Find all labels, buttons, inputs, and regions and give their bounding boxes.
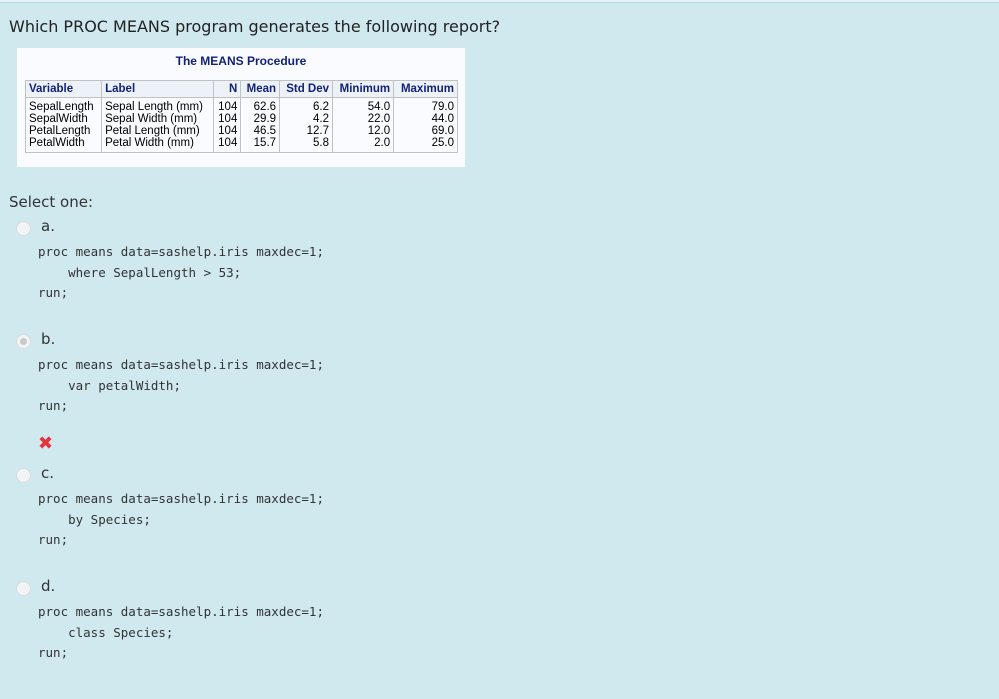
option-code-line: proc means data=sashelp.iris maxdec=1; bbox=[38, 491, 324, 506]
option-code-line: where SepalLength > 53; bbox=[38, 264, 242, 280]
table-cell: 104 bbox=[212, 137, 241, 153]
option-code-line: run; bbox=[38, 532, 69, 547]
option-radio-c[interactable] bbox=[16, 468, 31, 483]
question-text: Which PROC MEANS program generates the f… bbox=[9, 17, 501, 36]
table-cell: 22.0 bbox=[332, 113, 394, 125]
table-cell: 29.9 bbox=[240, 113, 280, 125]
col-header: Mean bbox=[240, 80, 281, 98]
option-code-line: by Species; bbox=[38, 511, 151, 527]
table-cell: 69.0 bbox=[393, 125, 458, 137]
option-code-line: class Species; bbox=[38, 624, 174, 640]
table-cell: 5.8 bbox=[279, 137, 333, 153]
table-cell: 62.6 bbox=[240, 97, 280, 113]
col-header: Std Dev bbox=[279, 80, 334, 98]
incorrect-x-icon: ✖ bbox=[38, 433, 54, 454]
table-cell: 6.2 bbox=[279, 97, 333, 113]
table-cell: 46.5 bbox=[240, 125, 280, 137]
table-row: PetalLength Petal Length (mm) 104 46.5 12.7 1… bbox=[24, 125, 458, 137]
option-letter[interactable]: b. bbox=[41, 330, 56, 348]
table-cell: PetalLength bbox=[24, 125, 102, 137]
table-cell: 12.7 bbox=[279, 125, 333, 137]
table-row: SepalWidth Sepal Width (mm) 104 29.9 4.2 22.0… bbox=[24, 113, 458, 125]
table-row: PetalWidth Petal Width (mm) 104 15.7 5.8 2.0 2… bbox=[24, 137, 458, 153]
table-cell: SepalWidth bbox=[24, 113, 102, 125]
table-cell: Petal Width (mm) bbox=[101, 137, 214, 153]
col-header: Label bbox=[101, 80, 214, 98]
table-cell: 104 bbox=[212, 97, 241, 113]
option-letter[interactable]: a. bbox=[41, 217, 55, 235]
table-cell: Petal Length (mm) bbox=[101, 125, 214, 137]
table-cell: 12.0 bbox=[332, 125, 394, 137]
means-report: The MEANS Procedure Variable Label N Mea… bbox=[17, 48, 465, 167]
table-cell: 79.0 bbox=[393, 97, 458, 113]
option-letter[interactable]: c. bbox=[41, 464, 55, 482]
col-header: Variable bbox=[24, 80, 103, 98]
option-code-line: var petalWidth; bbox=[38, 377, 181, 393]
table-cell: SepalLength bbox=[24, 97, 102, 113]
option-code-line: run; bbox=[38, 285, 69, 300]
report-title: The MEANS Procedure bbox=[175, 54, 307, 68]
option-code-line: proc means data=sashelp.iris maxdec=1; bbox=[38, 357, 324, 372]
option-code-line: run; bbox=[38, 645, 69, 660]
table-cell: 2.0 bbox=[332, 137, 394, 153]
table-cell: Sepal Width (mm) bbox=[101, 113, 214, 125]
table-row: SepalLength Sepal Length (mm) 104 62.6 6.2 54… bbox=[24, 97, 458, 113]
table-cell: 15.7 bbox=[240, 137, 280, 153]
col-header: N bbox=[212, 80, 242, 98]
option-letter[interactable]: d. bbox=[41, 577, 56, 595]
table-cell: 25.0 bbox=[393, 137, 458, 153]
option-radio-a[interactable] bbox=[16, 221, 31, 236]
top-border bbox=[0, 0, 999, 3]
option-code-line: proc means data=sashelp.iris maxdec=1; bbox=[38, 244, 324, 259]
option-code-line: run; bbox=[38, 398, 69, 413]
option-radio-d[interactable] bbox=[16, 581, 31, 596]
col-header: Maximum bbox=[393, 80, 458, 98]
select-one-label: Select one: bbox=[9, 193, 94, 211]
option-code-line: proc means data=sashelp.iris maxdec=1; bbox=[38, 604, 324, 619]
table-cell: PetalWidth bbox=[24, 137, 102, 153]
table-cell: 4.2 bbox=[279, 113, 333, 125]
col-header: Minimum bbox=[332, 80, 395, 98]
table-cell: 44.0 bbox=[393, 113, 458, 125]
option-radio-b[interactable] bbox=[16, 334, 31, 349]
table-cell: Sepal Length (mm) bbox=[101, 97, 214, 113]
table-cell: 104 bbox=[212, 113, 241, 125]
report-table: Variable Label N Mean Std Dev Minimum Ma… bbox=[24, 80, 458, 153]
table-cell: 54.0 bbox=[332, 97, 394, 113]
table-cell: 104 bbox=[212, 125, 241, 137]
